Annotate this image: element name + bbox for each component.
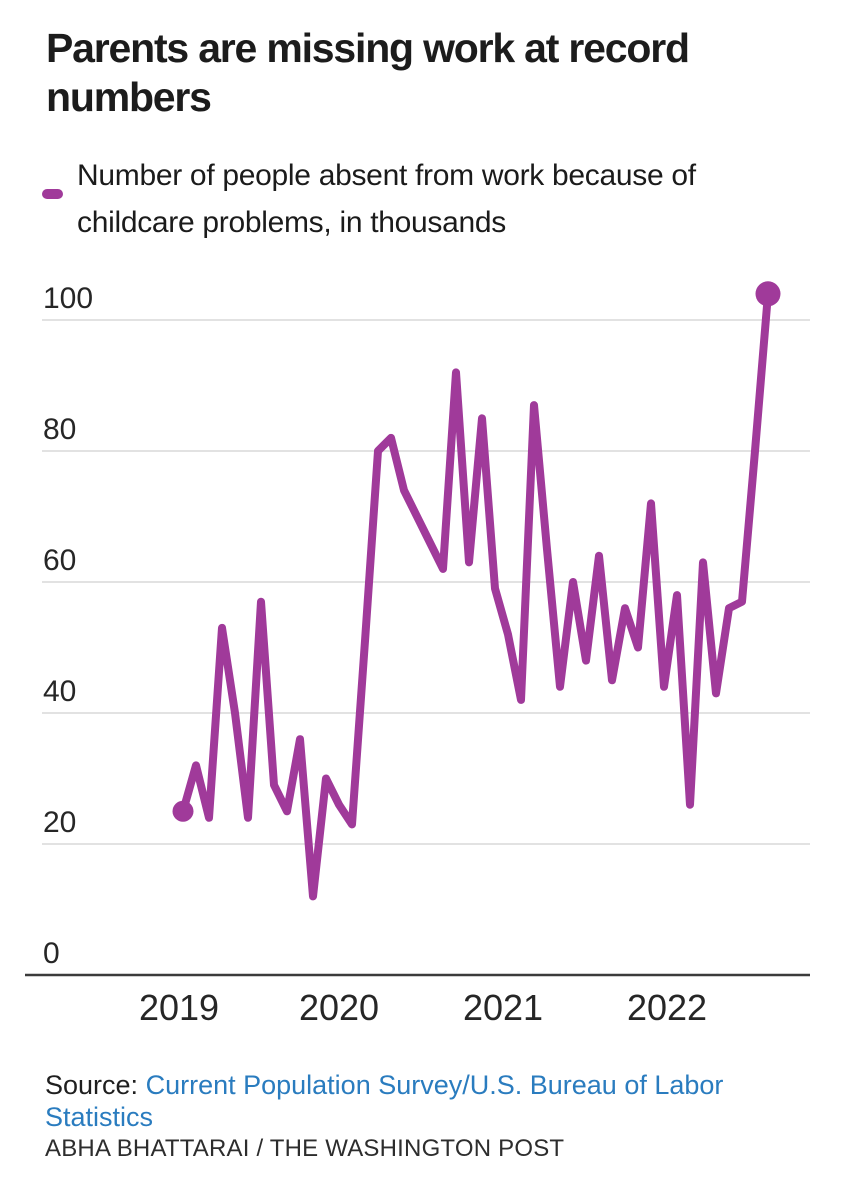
- x-axis-tick-label: 2020: [299, 987, 379, 1028]
- legend-line-swatch: [42, 189, 63, 199]
- data-line: [179, 289, 772, 901]
- y-axis-tick-label: 20: [43, 806, 76, 839]
- y-axis-tick-label: 80: [43, 413, 76, 446]
- chart-title: Parents are missing work at record numbe…: [46, 25, 690, 120]
- end-point-marker: [755, 281, 781, 307]
- y-axis-labels: 0 20 40 60 80 100: [43, 282, 93, 970]
- x-axis-labels: 2019 2020 2021 2022: [139, 987, 707, 1028]
- x-axis-tick-label: 2021: [463, 987, 543, 1028]
- y-axis-tick-label: 100: [43, 282, 93, 315]
- y-axis-tick-label: 0: [43, 937, 60, 970]
- byline: ABHA BHATTARAI / THE WASHINGTON POST: [45, 1135, 565, 1162]
- source-link[interactable]: Current Population Survey/U.S. Bureau of…: [45, 1070, 724, 1132]
- x-axis-tick-label: 2022: [627, 987, 707, 1028]
- legend-label: Number of people absent from work becaus…: [77, 159, 696, 239]
- data-series: [172, 281, 781, 901]
- y-axis-tick-label: 40: [43, 675, 76, 708]
- x-axis-tick-label: 2019: [139, 987, 219, 1028]
- source-note: Source: Current Population Survey/U.S. B…: [45, 1069, 810, 1133]
- gridlines: [25, 319, 810, 977]
- start-point-marker: [172, 800, 194, 822]
- source-prefix: Source:: [45, 1070, 139, 1100]
- y-axis-tick-label: 60: [43, 544, 76, 577]
